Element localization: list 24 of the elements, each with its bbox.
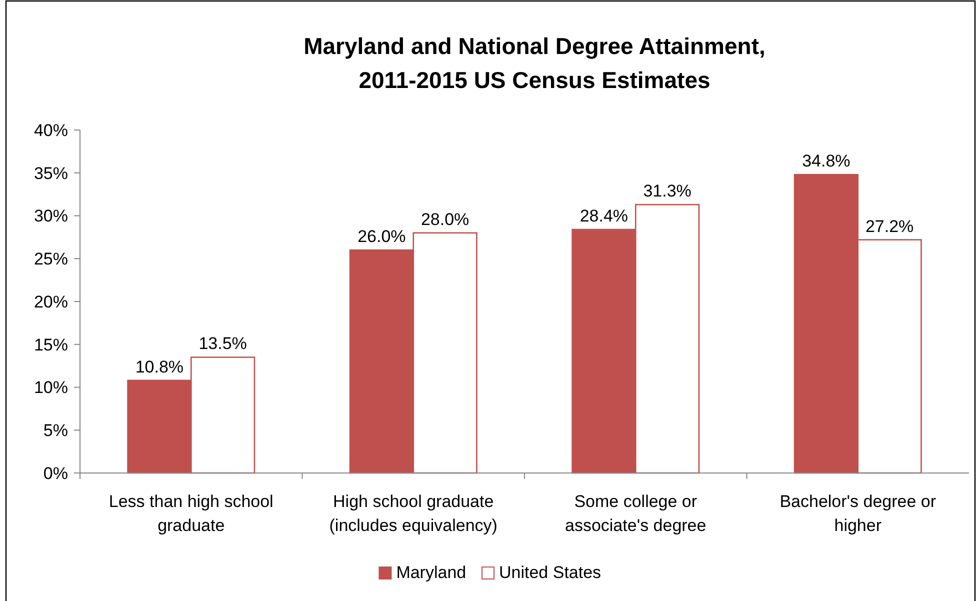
y-tick-label: 10% — [34, 378, 68, 398]
x-tick-label: High school graduate (includes equivalency) — [329, 492, 498, 535]
y-tick-label: 30% — [34, 206, 68, 226]
y-tick-label: 0% — [43, 464, 68, 483]
data-label: 26.0% — [358, 227, 406, 246]
legend-label: Maryland — [396, 563, 466, 582]
y-tick-label: 20% — [34, 292, 68, 312]
data-label: 31.3% — [643, 182, 692, 201]
y-tick-label: 40% — [34, 120, 68, 140]
data-label: 28.0% — [420, 210, 470, 229]
chart-title: Maryland and National Degree Attainment, 2011-2015 US Census Estimates — [304, 33, 766, 93]
y-tick-label: 35% — [34, 164, 68, 183]
data-label: 34.8% — [802, 152, 850, 171]
data-label: 13.5% — [198, 334, 247, 354]
y-tick-label: 25% — [34, 250, 68, 269]
x-tick-label: Less than high school graduate — [108, 492, 274, 535]
y-tick-label: 5% — [43, 421, 68, 440]
data-label: 27.2% — [865, 216, 914, 236]
legend-label: United States — [499, 563, 602, 582]
y-tick-label: 15% — [34, 335, 68, 354]
data-label: 10.8% — [135, 357, 184, 376]
x-tick-label: Some college or associate's degree — [565, 492, 706, 535]
data-label: 28.4% — [580, 206, 628, 226]
x-tick-label: Bachelor's degree or higher — [780, 492, 936, 535]
